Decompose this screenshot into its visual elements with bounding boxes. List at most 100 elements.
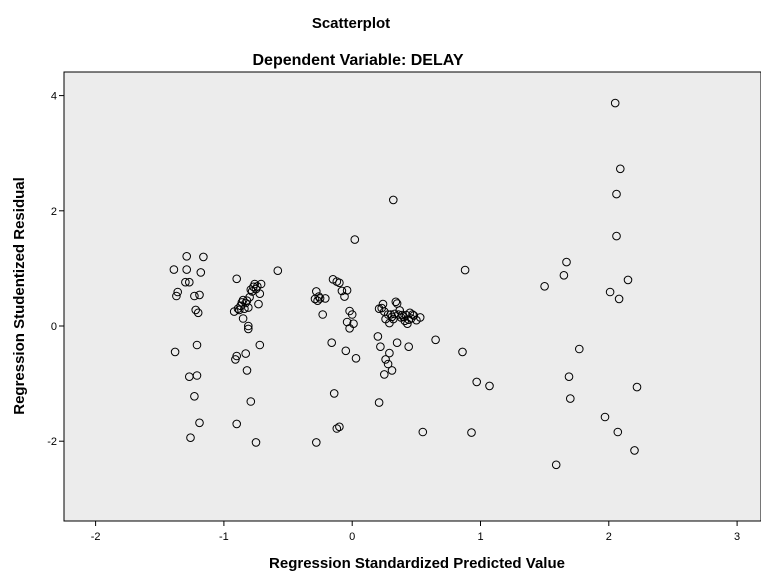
y-tick-label: 2 (51, 206, 57, 218)
x-tick-label: 3 (734, 531, 740, 543)
scatter-point (318, 310, 328, 319)
scatter-point (381, 355, 390, 364)
scatter-point (605, 287, 615, 297)
scatter-point (173, 287, 182, 297)
scatter-point (392, 338, 402, 348)
scatter-point (404, 342, 414, 352)
scatter-point (383, 359, 393, 369)
scatter-point (342, 286, 352, 295)
scatter-point (406, 314, 416, 323)
scatter-point (312, 438, 321, 447)
scatter-point (391, 297, 401, 307)
plot-area (63, 71, 761, 522)
scatter-point (169, 265, 179, 274)
scatter-point (186, 433, 195, 443)
scatter-point (335, 422, 344, 432)
scatter-point (616, 164, 625, 174)
scatter-point (575, 344, 584, 354)
scatter-point (458, 347, 467, 357)
scatter-point (246, 285, 256, 295)
scatter-point (255, 340, 265, 350)
scatter-point (235, 305, 244, 315)
scatter-point (630, 446, 639, 455)
scatter-point (347, 310, 357, 319)
scatter-point (415, 313, 425, 322)
scatter-point (385, 348, 394, 358)
y-tick-label: -2 (47, 436, 57, 448)
scatter-point (350, 235, 360, 244)
x-tick-label: -2 (91, 531, 101, 543)
scatter-point (231, 355, 240, 364)
scatter-point (191, 305, 200, 315)
x-tick-label: 1 (477, 531, 483, 543)
scatter-point (327, 338, 337, 348)
scatter-point (240, 304, 249, 314)
scatter-point (192, 340, 202, 350)
scatter-point (408, 310, 417, 319)
scatter-point (387, 312, 397, 322)
scatter-point (182, 265, 191, 274)
x-tick-label: 0 (349, 531, 355, 543)
data-points (169, 98, 642, 470)
scatter-point (485, 381, 494, 391)
scatter-point (387, 366, 397, 375)
scatter-point (170, 347, 180, 357)
scatter-point (566, 394, 575, 403)
chart-subtitle: Dependent Variable: DELAY (252, 52, 463, 69)
scatter-point (329, 389, 339, 398)
scatter-point (254, 299, 263, 309)
y-axis-label: Regression Studentized Residual (11, 177, 28, 415)
scatter-point (313, 296, 322, 306)
scatter-point (314, 292, 324, 301)
scatter-point (195, 418, 204, 428)
y-tick-label: 4 (51, 91, 57, 103)
scatter-point (193, 308, 203, 318)
scatter-point (351, 354, 361, 363)
scatter-point (337, 286, 347, 296)
scatter-point (332, 424, 342, 433)
scatter-point (196, 268, 206, 277)
x-axis: -2 -1 0 1 2 3 (91, 521, 740, 543)
scatter-point (600, 412, 610, 422)
scatter-point (185, 277, 194, 287)
scatter-point (460, 265, 470, 275)
scatter-point (540, 282, 549, 291)
scatter-point (376, 342, 385, 352)
scatter-point (341, 346, 351, 356)
scatter-point (613, 427, 623, 437)
scatter-point (321, 294, 330, 303)
scatter-point (255, 289, 265, 299)
scatter-point (559, 271, 569, 280)
scatter-point (256, 279, 266, 289)
scatter-point (431, 335, 440, 345)
scatter-point (315, 294, 325, 303)
scatter-point (242, 366, 252, 375)
scatter-point (632, 382, 642, 392)
scatter-point (564, 372, 574, 382)
scatter-point (400, 316, 410, 326)
scatter-point (342, 317, 352, 327)
x-tick-label: 2 (606, 531, 612, 543)
scatter-point (181, 277, 190, 287)
scatter-point (172, 291, 181, 301)
scatter-point (232, 274, 241, 284)
scatter-point (244, 303, 253, 312)
scatter-point (612, 189, 621, 199)
scatter-point (233, 304, 243, 314)
scatter-point (244, 321, 253, 331)
scatter-point (246, 397, 256, 406)
scatter-point (467, 428, 476, 437)
chart-title: Scatterplot (312, 15, 390, 32)
scatter-point (610, 98, 620, 108)
scatter-point (312, 287, 321, 296)
scatter-point (244, 324, 253, 334)
scatter-point (389, 195, 398, 205)
scatter-point (192, 371, 202, 380)
scatter-point (251, 438, 261, 447)
scatter-point (380, 370, 389, 379)
scatter-point (250, 279, 259, 289)
scatter-point (472, 377, 482, 387)
scatter-point (238, 314, 248, 323)
scatter-point (614, 294, 624, 304)
